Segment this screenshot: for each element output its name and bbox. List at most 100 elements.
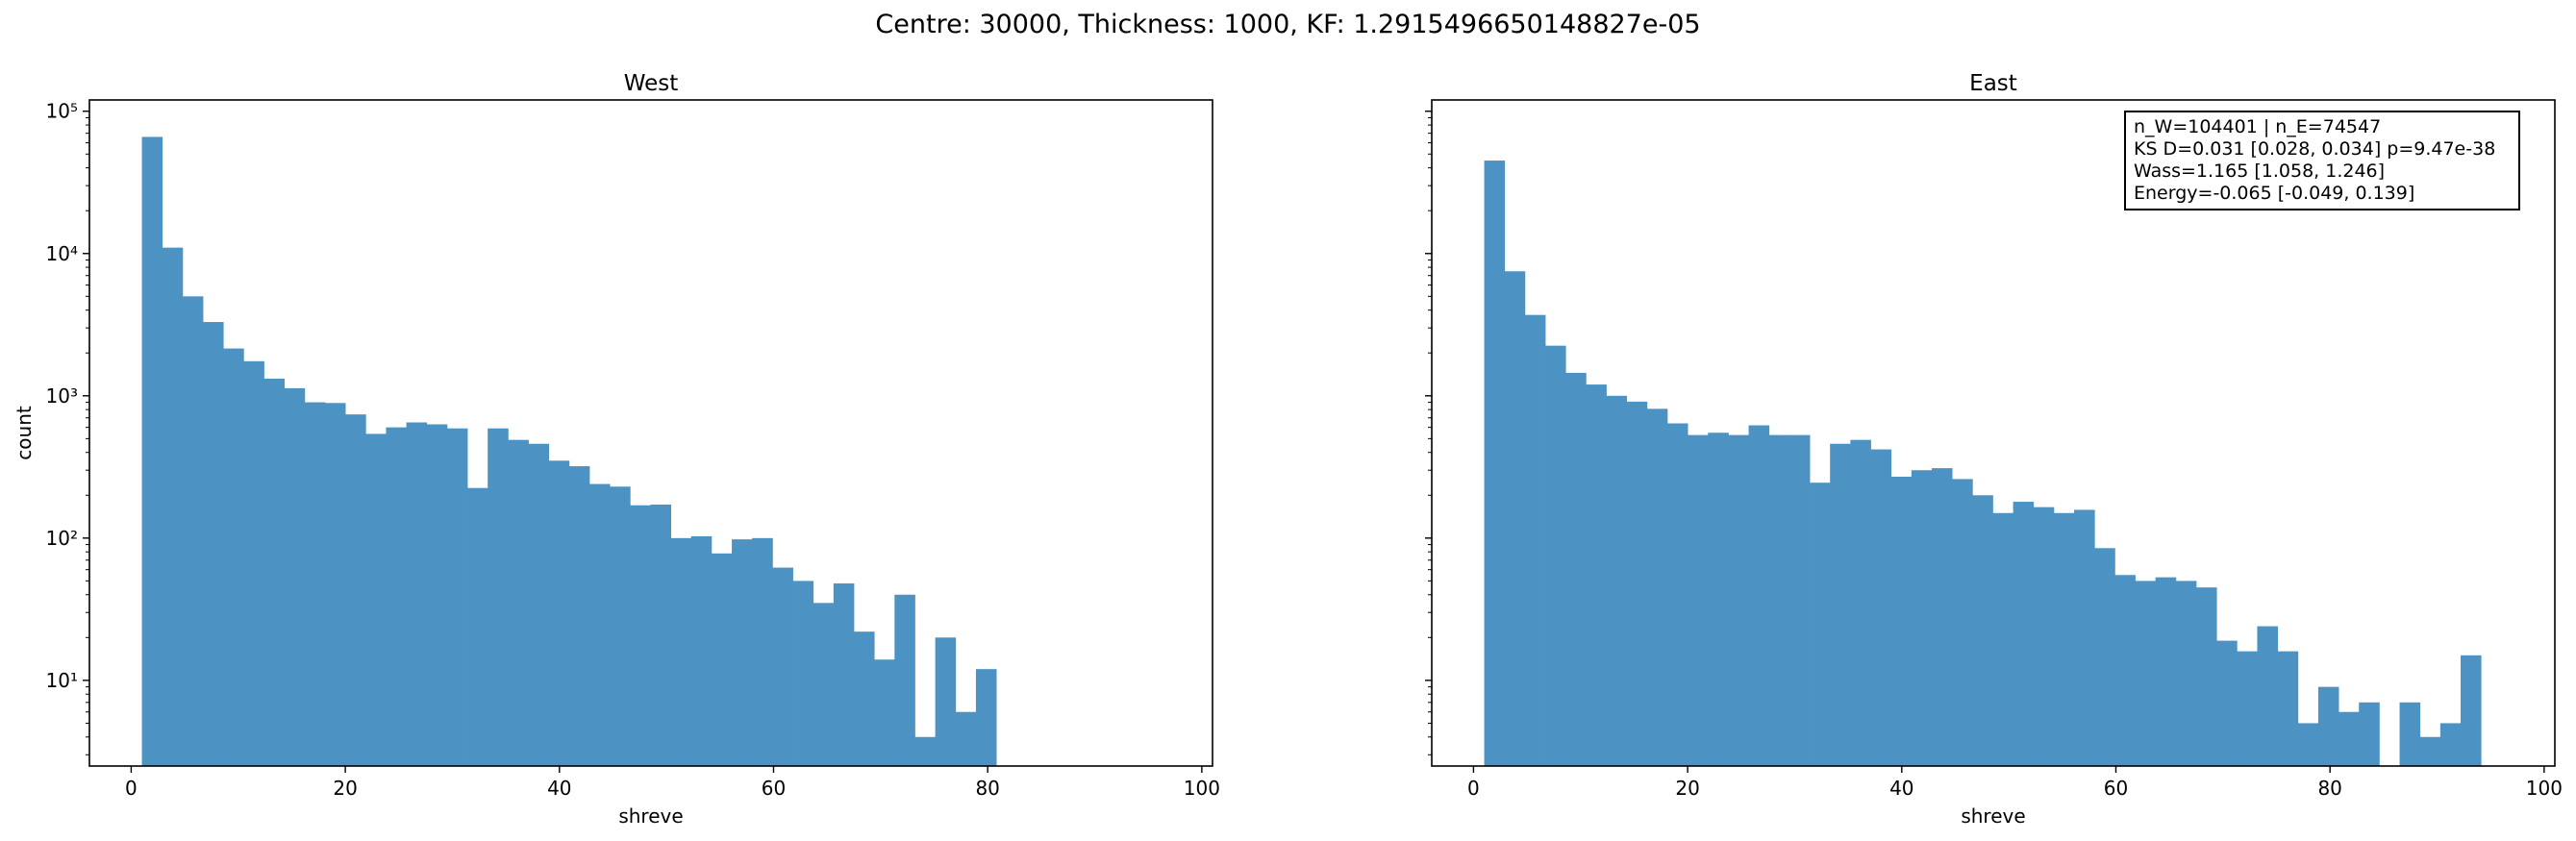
x-tick-label: 0: [1467, 777, 1480, 800]
histogram-bar: [1728, 434, 1749, 766]
histogram-bar: [1830, 443, 1851, 766]
histogram-bar: [2399, 702, 2421, 766]
histogram-bar: [711, 553, 733, 766]
histogram-bar: [1952, 479, 1973, 766]
histogram-bar: [2297, 723, 2319, 766]
histogram-bar: [670, 537, 692, 766]
histogram-bar: [1748, 425, 1770, 766]
stats-energy: Energy=-0.065 [-0.049, 0.139]: [2134, 183, 2415, 204]
histogram-bar: [1890, 476, 1913, 766]
histogram-bar: [1870, 449, 1892, 766]
y-tick-label: 10⁵: [46, 100, 78, 123]
histogram-bar: [365, 433, 387, 766]
histogram-bar: [2175, 581, 2197, 766]
histogram-bar: [955, 711, 977, 766]
axes-frame: [88, 99, 1213, 767]
histogram-bar: [1972, 495, 1993, 766]
histogram-bar: [386, 427, 407, 766]
y-axis-label: count: [13, 406, 36, 460]
histogram-bar: [488, 428, 509, 766]
histogram-bar: [2094, 548, 2115, 766]
x-tick-label: 80: [975, 777, 999, 800]
histogram-bar: [1931, 468, 1953, 766]
histogram-bar: [446, 428, 468, 766]
histogram-bar: [1911, 470, 1933, 766]
histogram-bar: [2317, 686, 2339, 766]
histogram-bar: [2359, 702, 2380, 766]
histogram-bar: [2033, 507, 2055, 766]
x-tick-label: 60: [762, 777, 786, 800]
histogram-bar: [2216, 640, 2238, 766]
histogram-bar: [2074, 509, 2095, 766]
chart-panel-west: 0 20 40 60 80 100 10¹ 10² 10³ 10⁴ 10⁵ West shreve cou…: [13, 71, 1220, 828]
x-tick-label: 0: [125, 777, 138, 800]
histogram-bar: [2195, 587, 2217, 766]
histogram-bar: [772, 567, 793, 766]
x-tick-label: 20: [333, 777, 357, 800]
histogram-bar: [1666, 423, 1688, 766]
x-tick-label: 20: [1675, 777, 1699, 800]
x-tick-label: 80: [2317, 777, 2341, 800]
histogram-bar: [2237, 651, 2258, 766]
x-tick-label: 60: [2104, 777, 2128, 800]
histogram-bar: [162, 247, 184, 766]
histogram-bar: [2053, 512, 2075, 766]
axes-frame: [1431, 99, 2556, 767]
histogram-bar: [467, 487, 488, 766]
histogram-bar: [243, 360, 264, 766]
histogram-bar: [2013, 502, 2035, 766]
histogram-bar: [1992, 512, 2013, 766]
stats-ks: KS D=0.031 [0.028, 0.034] p=9.47e-38: [2134, 138, 2496, 160]
histogram-bar: [650, 504, 671, 766]
histogram-bar: [1850, 439, 1871, 766]
histogram-bar: [610, 486, 631, 766]
histogram-bar: [284, 387, 306, 766]
histogram-bar: [853, 631, 875, 766]
histogram-bar: [568, 466, 590, 766]
histogram-bar: [263, 378, 286, 766]
x-tick-label: 40: [1889, 777, 1913, 800]
histogram-bar: [223, 348, 244, 766]
histogram-bar: [2155, 577, 2177, 766]
histogram-bar: [874, 659, 895, 766]
histogram-bar: [548, 460, 570, 766]
histogram-bar: [792, 581, 814, 766]
histogram-bar: [2419, 736, 2441, 766]
histogram-bar: [1545, 345, 1566, 766]
histogram-bar: [690, 535, 713, 766]
histogram-bar: [1708, 433, 1729, 766]
histogram-bar: [1504, 271, 1526, 766]
y-tick-label: 10²: [46, 527, 78, 550]
histogram-bar: [833, 583, 855, 766]
histogram-bar: [1524, 314, 1546, 766]
histogram-bar: [141, 136, 163, 766]
histogram-bar: [752, 537, 773, 766]
histogram-bar: [1484, 161, 1506, 766]
histogram-bar: [406, 422, 428, 766]
histogram-bar: [813, 603, 835, 766]
histogram-bar: [2114, 575, 2136, 766]
y-tick-label: 10⁴: [46, 242, 78, 265]
figure-title: Centre: 30000, Thickness: 1000, KF: 1.29…: [875, 10, 1701, 39]
y-tick-label: 10¹: [46, 669, 78, 692]
panel-title: West: [624, 71, 679, 96]
histogram-bar: [2461, 655, 2482, 766]
x-axis-label: shreve: [1961, 804, 2025, 828]
histogram-bar: [345, 414, 366, 766]
histogram-bar: [1646, 408, 1668, 766]
histogram-bar: [630, 505, 651, 766]
histogram-bar: [894, 594, 915, 766]
histogram-bar: [1768, 434, 1790, 766]
histogram-bar: [508, 439, 529, 766]
x-tick-label: 100: [2526, 777, 2563, 800]
stats-legend-box: n_W=104401 | n_E=74547 KS D=0.031 [0.028…: [2124, 111, 2520, 210]
histogram-bar: [182, 296, 204, 766]
x-tick-label: 100: [1184, 777, 1220, 800]
chart-panel-east: 0 20 40 60 80 100 East shreve: [1425, 71, 2563, 828]
histogram-bar: [2257, 626, 2279, 766]
histogram-bar: [914, 736, 937, 766]
x-axis-label: shreve: [618, 804, 683, 828]
histogram-bar: [426, 424, 448, 766]
histogram-bar: [2338, 711, 2360, 766]
